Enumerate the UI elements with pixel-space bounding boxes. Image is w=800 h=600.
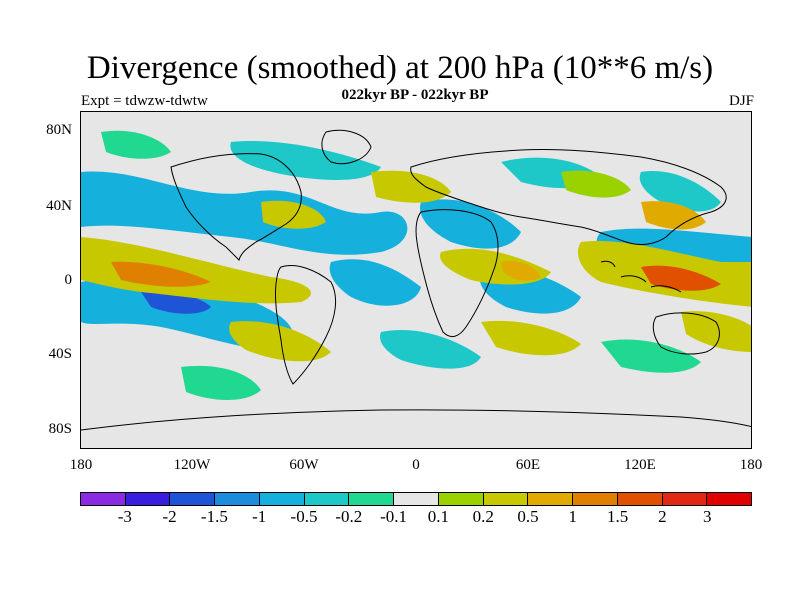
- colorbar-swatch: [349, 493, 395, 505]
- lon-label-180e: 180: [739, 457, 763, 473]
- colorbar-swatch: [81, 493, 126, 505]
- colorbar-swatch: [707, 493, 752, 505]
- colorbar-tick-label: -3: [117, 507, 132, 526]
- season-label: DJF: [728, 93, 754, 109]
- lat-label-40s: 40S: [48, 346, 72, 362]
- colorbar-tick-label: 2: [658, 507, 667, 526]
- colorbar-swatch: [438, 493, 484, 505]
- colorbar-swatch: [125, 493, 171, 505]
- colorbar-swatch: [573, 493, 618, 505]
- colorbar-tick-label: -0.1: [380, 507, 408, 526]
- colorbar-swatch: [304, 493, 350, 505]
- colorbar-tick-label: 1: [568, 507, 578, 526]
- map-canvas: [81, 129, 751, 431]
- colorbar-tick-label: 0.1: [427, 507, 450, 526]
- lon-label-120w: 120W: [173, 457, 211, 473]
- lon-label-60e: 60E: [515, 457, 541, 473]
- lat-label-40n: 40N: [46, 198, 72, 214]
- colorbar-tick-label: 3: [702, 507, 712, 526]
- divergence-field: [81, 130, 751, 400]
- map-subtitle: 022kyr BP - 022kyr BP: [341, 87, 489, 103]
- colorbar-swatch: [662, 493, 708, 505]
- lat-label-equator: 0: [64, 272, 73, 288]
- lon-label-0: 0: [412, 457, 420, 473]
- colorbar-swatch: [528, 493, 574, 505]
- colorbar-swatch: [617, 493, 663, 505]
- colorbar-tick-label: 0.5: [517, 507, 539, 526]
- colorbar-tick-label: -0.5: [290, 507, 318, 526]
- colorbar-tick-label: -1.5: [200, 507, 228, 526]
- colorbar-swatch: [394, 493, 439, 505]
- lat-label-80s: 80S: [48, 421, 72, 437]
- colorbar-swatch: [483, 493, 529, 505]
- lat-label-80n: 80N: [46, 122, 72, 138]
- colorbar: [80, 492, 752, 506]
- divergence-map: [80, 111, 752, 449]
- experiment-label: Expt = tdwzw-tdwtw: [81, 93, 208, 109]
- colorbar-tick-label: 1.5: [606, 507, 629, 526]
- colorbar-tick-label: -2: [162, 507, 177, 526]
- coastlines: [81, 129, 751, 431]
- colorbar-tick-label: -0.2: [335, 507, 363, 526]
- lon-label-60w: 60W: [289, 457, 319, 473]
- colorbar-tick-label: -1: [252, 507, 267, 526]
- colorbar-swatch: [170, 493, 216, 505]
- colorbar-tick-label: 0.2: [472, 507, 494, 526]
- colorbar-swatch: [259, 493, 305, 505]
- colorbar-swatch: [215, 493, 260, 505]
- map-title: Divergence (smoothed) at 200 hPa (10**6 …: [86, 50, 714, 86]
- lon-label-120e: 120E: [624, 457, 656, 473]
- lon-label-180w: 180: [69, 457, 93, 473]
